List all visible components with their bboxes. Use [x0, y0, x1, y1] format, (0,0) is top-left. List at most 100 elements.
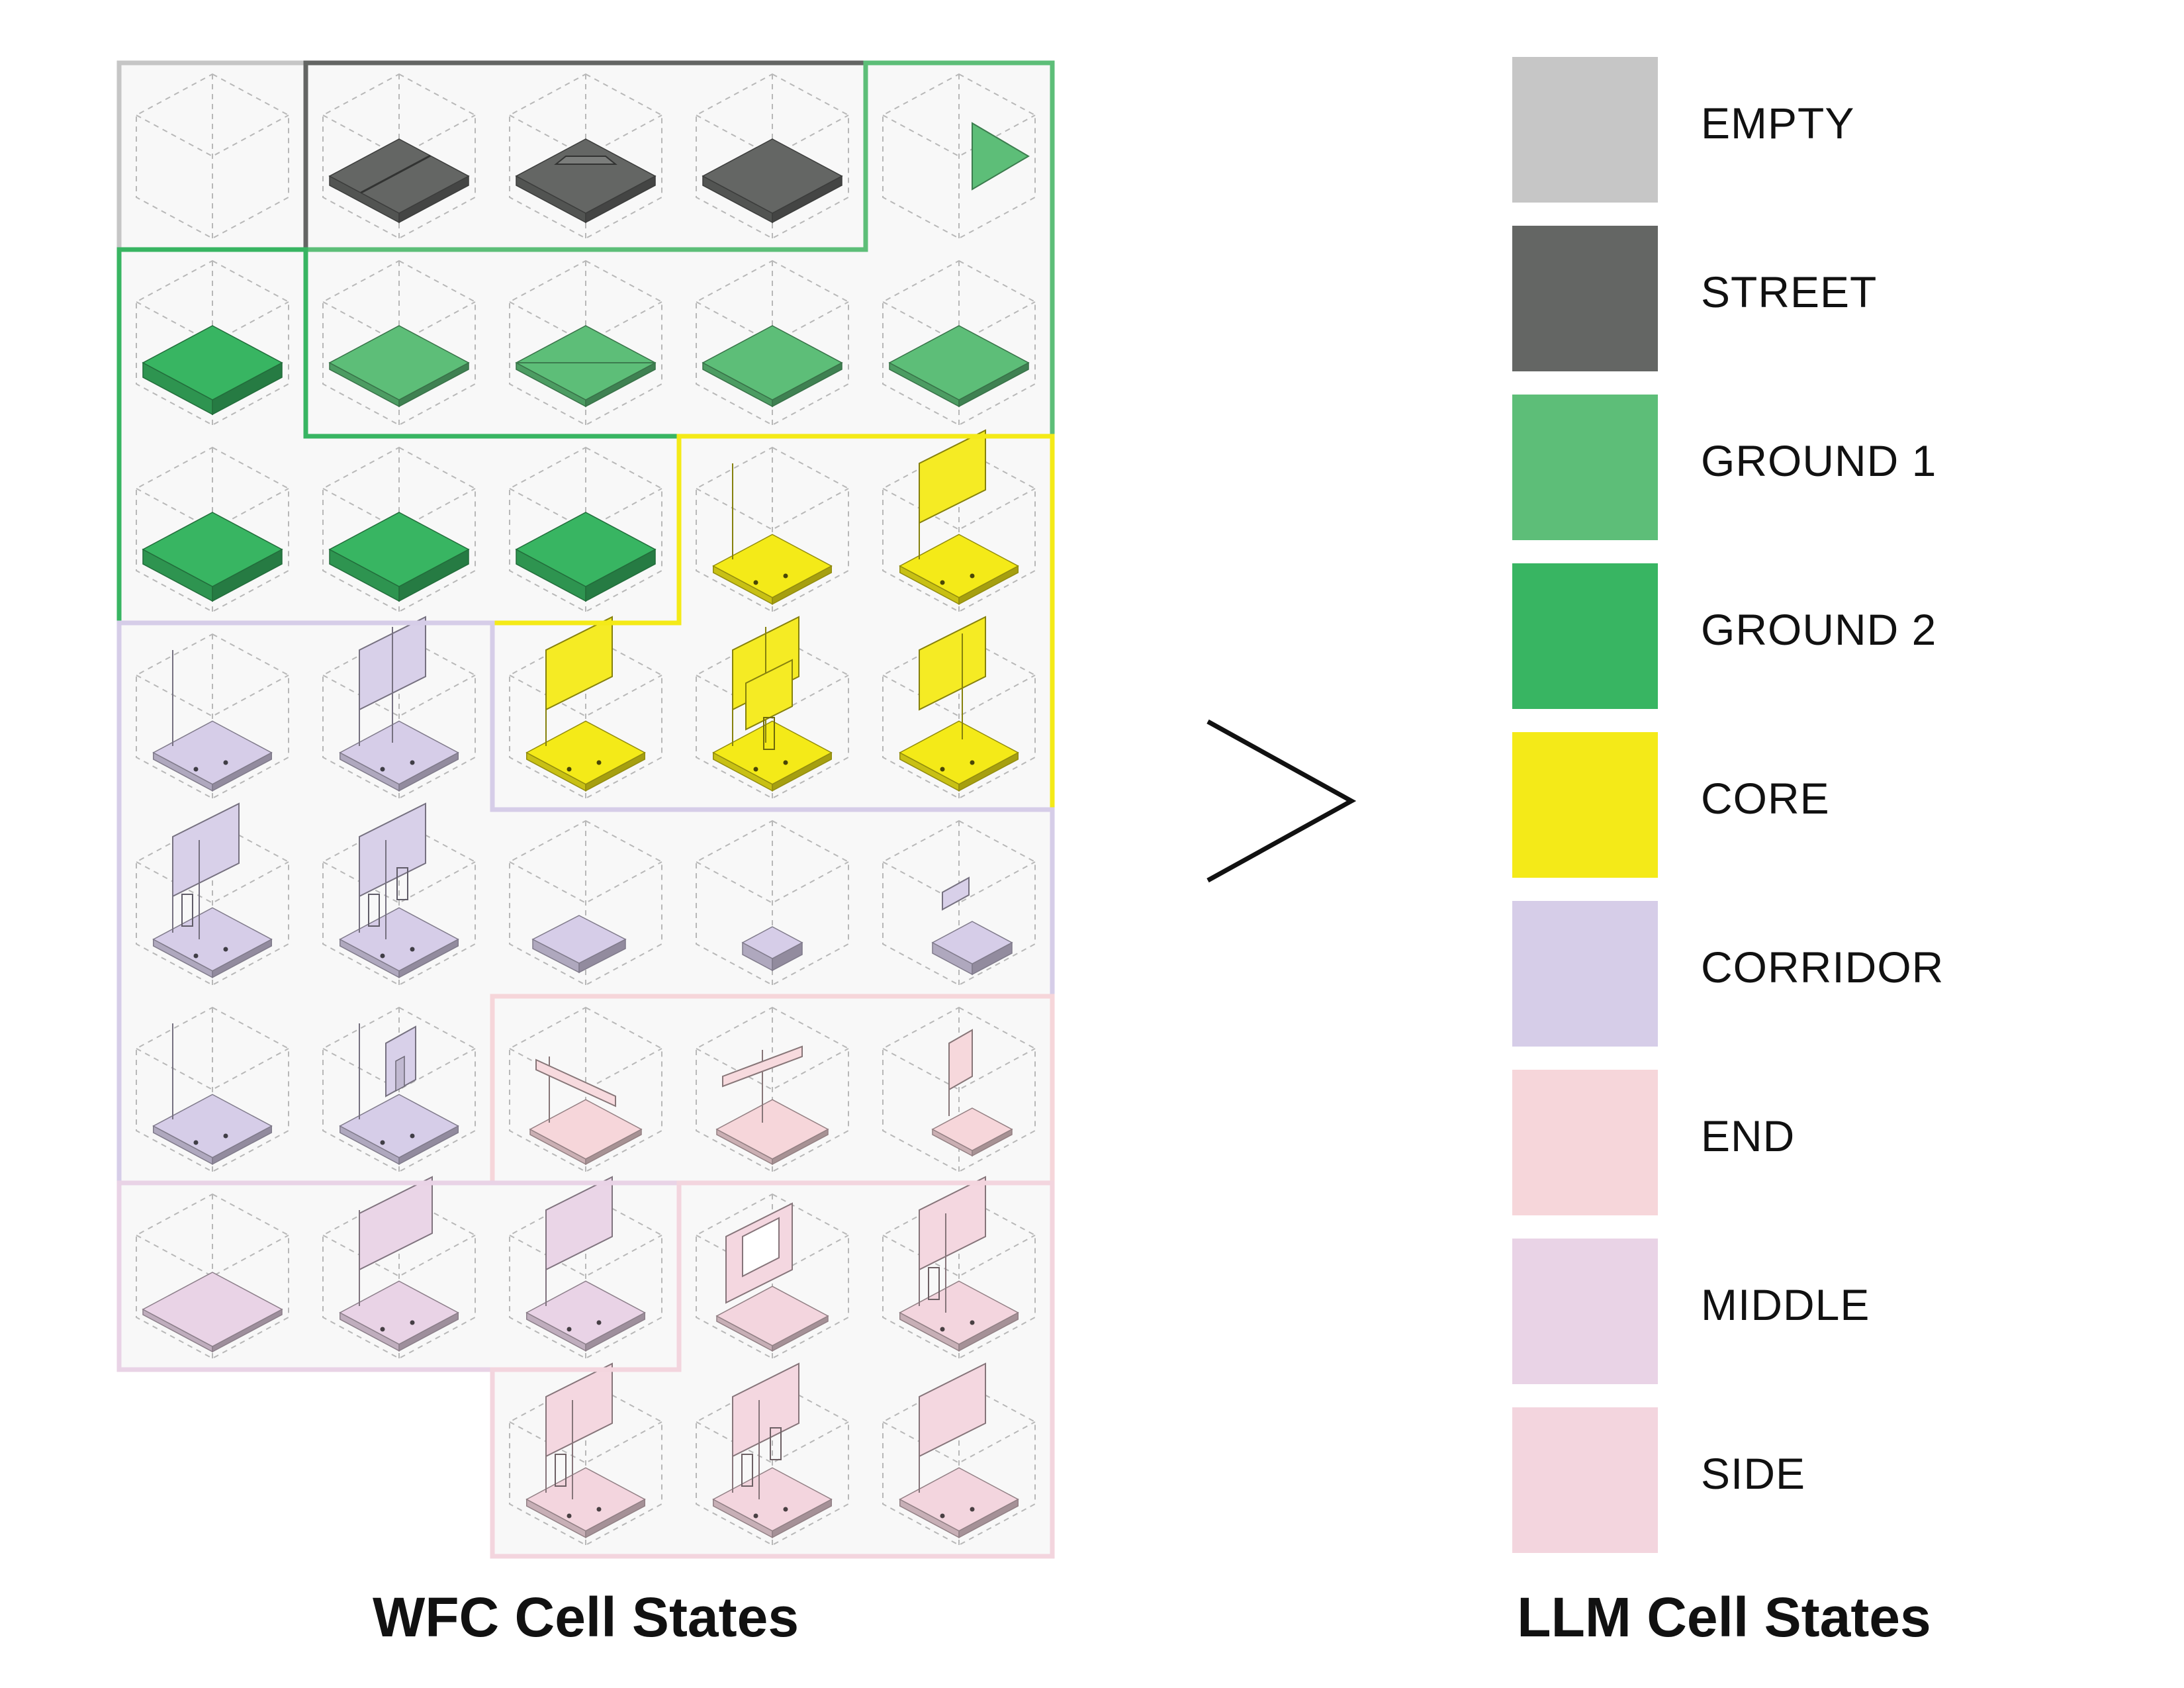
- ground-tile: [328, 512, 470, 602]
- cell-guide: [322, 861, 476, 904]
- cell-guide: [882, 301, 1036, 344]
- cell-guide: [696, 1048, 849, 1091]
- door-opening: [770, 1427, 782, 1460]
- street-tile: [515, 138, 657, 224]
- slot-post: [395, 1055, 405, 1092]
- legend-label: EMPTY: [1701, 99, 1855, 148]
- corridor-chevron: [942, 876, 970, 911]
- cell-guide: [509, 1235, 662, 1278]
- tile-wall: [545, 616, 613, 711]
- floor-marker: [410, 1133, 415, 1139]
- door-opening: [741, 1454, 753, 1487]
- floor-plate: [712, 534, 833, 605]
- floor-marker: [380, 1327, 385, 1332]
- legend-item: GROUND 1: [1512, 395, 2108, 540]
- floor-marker: [223, 1133, 228, 1139]
- ground-tile: [702, 325, 843, 408]
- legend-item: EMPTY: [1512, 57, 2108, 203]
- cell-guide: [882, 1421, 1036, 1464]
- floor-marker: [970, 760, 975, 765]
- window-opening: [742, 1217, 780, 1278]
- legend-swatch: [1512, 563, 1658, 709]
- floor-marker: [193, 767, 199, 772]
- legend-label: GROUND 2: [1701, 605, 1937, 654]
- floor-marker: [596, 760, 602, 765]
- cell-guide: [322, 1235, 476, 1278]
- floor-marker: [753, 767, 758, 772]
- cell-guide: [509, 301, 662, 344]
- cell-guide: [322, 488, 476, 531]
- legend-item: CORRIDOR: [1512, 901, 2108, 1047]
- cell-guide: [696, 488, 849, 531]
- cell-guide: [136, 861, 289, 904]
- legend-item: GROUND 2: [1512, 563, 2108, 709]
- legend-label: MIDDLE: [1701, 1280, 1870, 1329]
- door-opening: [181, 894, 193, 927]
- tile-wall: [359, 1176, 433, 1271]
- floor-plate: [529, 1099, 643, 1166]
- floor-marker: [567, 1327, 572, 1332]
- tile-wall: [919, 1362, 986, 1458]
- street-tile: [702, 138, 843, 224]
- corridor-cup: [741, 926, 803, 972]
- floor-marker: [940, 580, 945, 585]
- floor-marker: [223, 760, 228, 765]
- cell-guide: [509, 1048, 662, 1091]
- tile-wall: [359, 802, 426, 898]
- corridor-bar: [531, 915, 627, 974]
- cell-guide: [882, 861, 1036, 904]
- ground-tile: [142, 512, 283, 602]
- floor-marker: [410, 1320, 415, 1325]
- legend-label: CORE: [1701, 774, 1830, 823]
- legend-swatch: [1512, 901, 1658, 1047]
- floor-marker: [940, 1513, 945, 1519]
- floor-plate: [899, 720, 1019, 792]
- street-tile: [328, 138, 470, 224]
- floor-plate: [339, 1280, 459, 1352]
- door-opening: [928, 1267, 940, 1300]
- ground-tile: [515, 512, 657, 602]
- floor-marker: [380, 953, 385, 959]
- floor-marker: [783, 760, 788, 765]
- cell-guide: [136, 1048, 289, 1091]
- floor-marker: [410, 947, 415, 952]
- floor-plate: [142, 1272, 283, 1353]
- cell-guide: [696, 861, 849, 904]
- floor-plate: [715, 1099, 829, 1166]
- door-opening: [396, 867, 408, 900]
- beam: [535, 1058, 616, 1107]
- wfc-title: WFC Cell States: [372, 1586, 799, 1648]
- cell-guide: [136, 301, 289, 344]
- legend-swatch: [1512, 1407, 1658, 1553]
- floor-marker: [596, 1507, 602, 1512]
- floor-marker: [193, 1140, 199, 1145]
- legend-item: CORE: [1512, 732, 2108, 878]
- legend-swatch: [1512, 226, 1658, 371]
- cell-guide: [136, 675, 289, 718]
- chevron-right-icon: [1206, 719, 1357, 883]
- cell-guide: [509, 115, 662, 158]
- legend-label: STREET: [1701, 267, 1878, 316]
- cell-guide: [322, 675, 476, 718]
- group-border-side: [490, 1180, 1055, 1559]
- legend-label: END: [1701, 1111, 1796, 1160]
- street-curb: [554, 156, 617, 165]
- tile-wall: [545, 1176, 613, 1271]
- legend-item: STREET: [1512, 226, 2108, 371]
- cell-guide: [509, 861, 662, 904]
- beam: [722, 1045, 803, 1088]
- door-opening: [763, 717, 775, 750]
- floor-marker: [970, 573, 975, 579]
- cell-guide: [696, 1421, 849, 1464]
- cell-guide: [882, 675, 1036, 718]
- legend-label: SIDE: [1701, 1449, 1806, 1498]
- llm-title: LLM Cell States: [1517, 1586, 1931, 1648]
- floor-marker: [567, 767, 572, 772]
- floor-marker: [380, 1140, 385, 1145]
- tile-wall: [919, 616, 986, 711]
- legend-swatch: [1512, 395, 1658, 540]
- floor-plate: [899, 534, 1019, 605]
- cell-guide: [509, 1421, 662, 1464]
